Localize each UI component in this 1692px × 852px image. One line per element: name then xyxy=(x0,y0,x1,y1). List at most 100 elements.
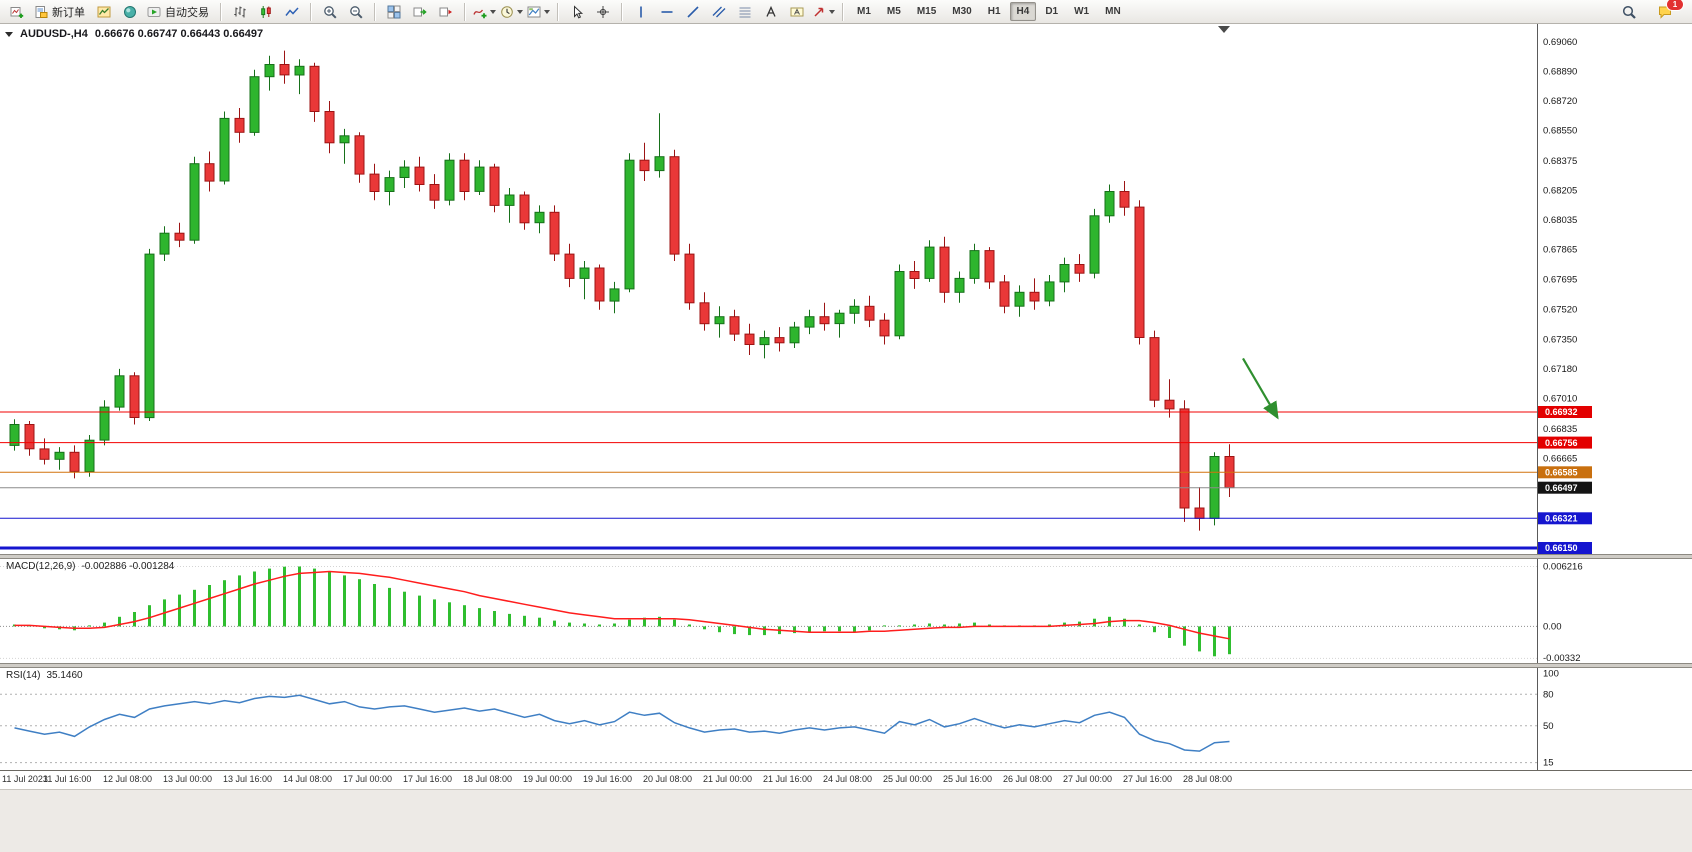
svg-text:80: 80 xyxy=(1543,689,1554,700)
timeframe-m5-button[interactable]: M5 xyxy=(886,6,901,17)
candlestick-chart-button[interactable] xyxy=(253,2,279,22)
objects-group xyxy=(628,0,837,23)
timeframe-h1-button[interactable]: H1 xyxy=(987,6,1001,17)
tile-windows-button[interactable] xyxy=(381,2,407,22)
toolbar-separator xyxy=(310,2,312,21)
time-label: 19 Jul 16:00 xyxy=(583,774,633,784)
rsi-panel: 100 80 50 15 RSI(14) 35.1460 xyxy=(0,668,1692,770)
templates-icon xyxy=(527,6,541,17)
chart-shift-button[interactable] xyxy=(433,2,459,22)
toolbar-separator xyxy=(220,2,222,21)
timeframe-m30-button[interactable]: M30 xyxy=(952,6,972,17)
svg-text:0.67010: 0.67010 xyxy=(1543,393,1577,404)
time-label: 25 Jul 00:00 xyxy=(883,774,933,784)
hline-icon xyxy=(661,10,673,13)
text-label-button[interactable] xyxy=(784,2,810,22)
window-background xyxy=(0,789,1692,852)
equidistant-channel-button[interactable] xyxy=(706,2,732,22)
cursor-icon xyxy=(574,4,584,18)
toolbar-separator xyxy=(464,2,466,21)
text-button[interactable] xyxy=(758,2,784,22)
notifications-button[interactable]: 1 xyxy=(1652,0,1684,22)
timeframe-w1-button[interactable]: W1 xyxy=(1074,6,1090,17)
rsi-values: 35.1460 xyxy=(46,670,83,681)
horizontal-line-button[interactable] xyxy=(654,2,680,22)
bar-chart-button[interactable] xyxy=(227,2,253,22)
time-label: 25 Jul 16:00 xyxy=(943,774,993,784)
dropdown-caret-icon xyxy=(517,9,523,14)
new-order-button-label: 新订单 xyxy=(52,6,85,19)
panel-separator-macd[interactable] xyxy=(0,554,1692,559)
market-watch-icon xyxy=(97,6,111,17)
zoom-out-button[interactable] xyxy=(343,2,369,22)
time-label: 18 Jul 08:00 xyxy=(463,774,513,784)
price-level-labels: 0.66932 0.66756 0.66585 0.66497 0.66321 0.661… xyxy=(1538,406,1592,554)
arrows-dropdown-icon xyxy=(814,7,824,17)
navigator-button[interactable] xyxy=(117,2,143,22)
timeframe-h4-button[interactable]: H4 xyxy=(1009,2,1037,21)
svg-text:0.66497: 0.66497 xyxy=(1545,483,1578,493)
chart-plus-icon xyxy=(10,6,24,18)
periods-icon xyxy=(501,5,513,18)
macd-values: -0.002886 -0.001284 xyxy=(81,561,175,572)
new-order-button[interactable]: 新订单 xyxy=(30,2,91,22)
chart-title: AUDUSD-,H4 0.66676 0.66747 0.66443 0.664… xyxy=(5,28,263,40)
chart-shift-icon xyxy=(439,7,452,16)
price-chart[interactable]: 0.69060 0.68890 0.68720 0.68550 0.68375 0.682… xyxy=(0,24,1692,554)
crosshair-icon xyxy=(597,5,609,18)
indicators-button[interactable] xyxy=(471,2,498,22)
dropdown-caret-icon xyxy=(829,9,835,14)
svg-text:0.66150: 0.66150 xyxy=(1545,543,1578,553)
time-label: 27 Jul 00:00 xyxy=(1063,774,1113,784)
vline-icon xyxy=(640,6,642,17)
autotrading-icon xyxy=(147,6,161,17)
templates-button[interactable] xyxy=(525,2,552,22)
toolbar-separator xyxy=(374,2,376,21)
timeframe-m15-button[interactable]: M15 xyxy=(916,6,937,17)
rsi-chart[interactable]: 100 80 50 15 xyxy=(0,668,1692,770)
time-label: 28 Jul 08:00 xyxy=(1183,774,1233,784)
standard-group: 新订单 自动交易 xyxy=(4,0,215,23)
fibonacci-button[interactable] xyxy=(732,2,758,22)
chart-shift-marker xyxy=(1218,26,1230,33)
timeframe-d1-button[interactable]: D1 xyxy=(1045,6,1059,17)
zoom-in-button[interactable] xyxy=(317,2,343,22)
svg-text:0.67695: 0.67695 xyxy=(1543,274,1577,285)
autotrading-button[interactable]: 自动交易 xyxy=(143,2,215,22)
text-label-icon xyxy=(790,7,804,16)
tile-windows-icon xyxy=(387,5,401,18)
search-button[interactable] xyxy=(1616,2,1642,22)
chart-window: 0.69060 0.68890 0.68720 0.68550 0.68375 0.682… xyxy=(0,24,1692,852)
fibonacci-icon xyxy=(739,7,751,17)
time-axis[interactable]: 11 Jul 2023 11 Jul 16:00 12 Jul 08:00 13 Ju… xyxy=(0,770,1692,789)
trendline-button[interactable] xyxy=(680,2,706,22)
periods-button[interactable] xyxy=(498,2,525,22)
dropdown-caret-icon xyxy=(490,9,496,14)
toolbar-separator xyxy=(621,2,623,21)
vertical-line-button[interactable] xyxy=(628,2,654,22)
macd-signal-line xyxy=(14,570,1230,640)
arrows-button[interactable] xyxy=(810,2,837,22)
panel-separator-rsi[interactable] xyxy=(0,663,1692,668)
cursor-button[interactable] xyxy=(564,2,590,22)
crosshair-button[interactable] xyxy=(590,2,616,22)
timeframe-mn-button[interactable]: MN xyxy=(1105,6,1121,17)
macd-chart[interactable]: 0.006216 0.00 -0.00332 xyxy=(0,559,1692,663)
line-chart-button[interactable] xyxy=(279,2,305,22)
auto-scroll-button[interactable] xyxy=(407,2,433,22)
bars-icon xyxy=(234,6,246,17)
svg-text:0.66585: 0.66585 xyxy=(1545,468,1578,478)
new-chart-button[interactable] xyxy=(4,2,30,22)
time-label: 27 Jul 16:00 xyxy=(1123,774,1173,784)
svg-text:-0.00332: -0.00332 xyxy=(1543,653,1581,663)
trendline-icon xyxy=(687,5,699,18)
timeframe-m1-button[interactable]: M1 xyxy=(857,6,871,17)
time-label: 14 Jul 08:00 xyxy=(283,774,333,784)
market-watch-button[interactable] xyxy=(91,2,117,22)
svg-text:0.00: 0.00 xyxy=(1543,621,1562,632)
svg-text:15: 15 xyxy=(1543,758,1554,769)
one-click-trading-toggle[interactable] xyxy=(5,31,13,37)
svg-text:0.67180: 0.67180 xyxy=(1543,364,1577,375)
chart-ohlc-values: 0.66676 0.66747 0.66443 0.66497 xyxy=(94,28,264,40)
